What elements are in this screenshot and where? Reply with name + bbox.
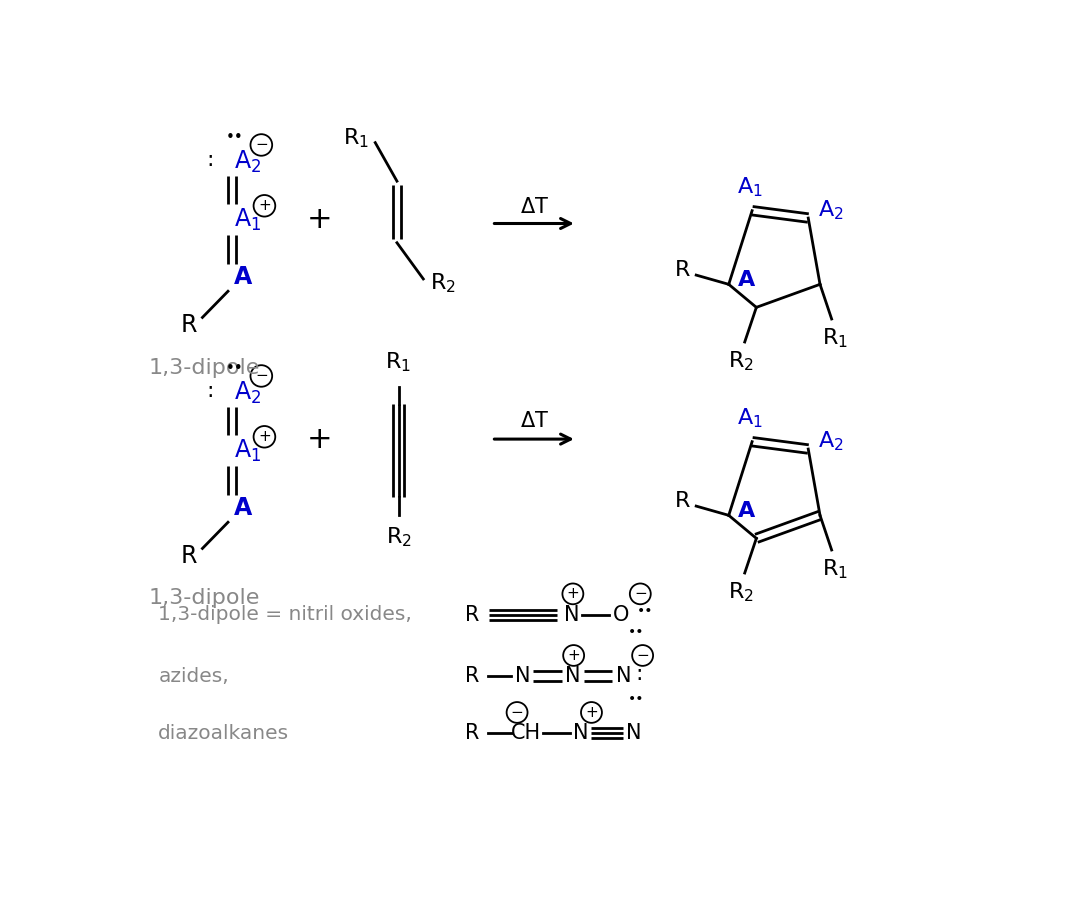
Text: :: : (635, 664, 643, 684)
Text: +: + (307, 425, 333, 454)
Text: $\mathsf{A_2}$: $\mathsf{A_2}$ (818, 199, 843, 222)
Text: A: A (234, 266, 253, 290)
Text: $\mathsf{A_1}$: $\mathsf{A_1}$ (234, 437, 261, 464)
Text: ••: •• (629, 625, 645, 639)
Text: $\mathsf{R_2}$: $\mathsf{R_2}$ (728, 580, 754, 604)
Text: R: R (675, 260, 690, 281)
Text: CH: CH (511, 724, 541, 743)
Text: $\mathsf{R_2}$: $\mathsf{R_2}$ (430, 271, 456, 294)
Text: N: N (564, 605, 579, 625)
Text: ••: •• (226, 361, 243, 376)
Text: $\mathsf{R_2}$: $\mathsf{R_2}$ (728, 350, 754, 374)
Text: azides,: azides, (159, 667, 229, 686)
Text: diazoalkanes: diazoalkanes (159, 724, 289, 742)
Text: 1,3-dipole: 1,3-dipole (149, 589, 260, 608)
Text: R: R (675, 491, 690, 511)
Text: A: A (738, 500, 755, 521)
Text: −: − (255, 368, 268, 383)
Text: +: + (258, 198, 271, 213)
Text: $\mathsf{A_1}$: $\mathsf{A_1}$ (737, 176, 762, 199)
Text: +: + (307, 205, 333, 234)
Text: $\Delta$T: $\Delta$T (519, 196, 549, 217)
Text: +: + (585, 705, 598, 720)
Text: −: − (511, 705, 524, 720)
Text: $\mathsf{A_2}$: $\mathsf{A_2}$ (234, 148, 261, 175)
Text: N: N (515, 666, 530, 687)
Text: $\mathsf{A_1}$: $\mathsf{A_1}$ (234, 206, 261, 233)
Text: −: − (255, 138, 268, 152)
Text: $\mathsf{R_1}$: $\mathsf{R_1}$ (823, 327, 849, 350)
Text: N: N (616, 666, 631, 687)
Text: N: N (565, 666, 581, 687)
Text: 1,3-dipole: 1,3-dipole (149, 358, 260, 378)
Text: $\Delta$T: $\Delta$T (519, 411, 549, 431)
Text: $\mathsf{R_1}$: $\mathsf{R_1}$ (386, 350, 411, 374)
Text: :: : (206, 382, 214, 401)
Text: :: : (206, 150, 214, 170)
Text: ••: •• (226, 130, 243, 145)
Text: $\mathsf{A_2}$: $\mathsf{A_2}$ (818, 429, 843, 453)
Text: R: R (181, 313, 198, 338)
Text: N: N (572, 724, 589, 743)
Text: $\mathsf{R_1}$: $\mathsf{R_1}$ (823, 558, 849, 581)
Text: −: − (634, 587, 647, 601)
Text: $\mathsf{A_1}$: $\mathsf{A_1}$ (737, 407, 762, 430)
Text: ••: •• (636, 604, 653, 617)
Text: 1,3-dipole = nitril oxides,: 1,3-dipole = nitril oxides, (159, 605, 413, 625)
Text: N: N (625, 724, 642, 743)
Text: R: R (181, 544, 198, 568)
Text: ••: •• (629, 692, 645, 706)
Text: −: − (636, 648, 649, 663)
Text: R: R (464, 724, 480, 743)
Text: O: O (612, 605, 630, 625)
Text: +: + (258, 429, 271, 445)
Text: R: R (464, 666, 480, 687)
Text: $\mathsf{R_2}$: $\mathsf{R_2}$ (386, 526, 411, 549)
Text: +: + (567, 648, 580, 663)
Text: $\mathsf{A_2}$: $\mathsf{A_2}$ (234, 380, 261, 406)
Text: A: A (738, 270, 755, 290)
Text: $\mathsf{R_1}$: $\mathsf{R_1}$ (343, 126, 369, 149)
Text: +: + (567, 587, 579, 601)
Text: R: R (464, 605, 480, 625)
Text: A: A (234, 497, 253, 520)
